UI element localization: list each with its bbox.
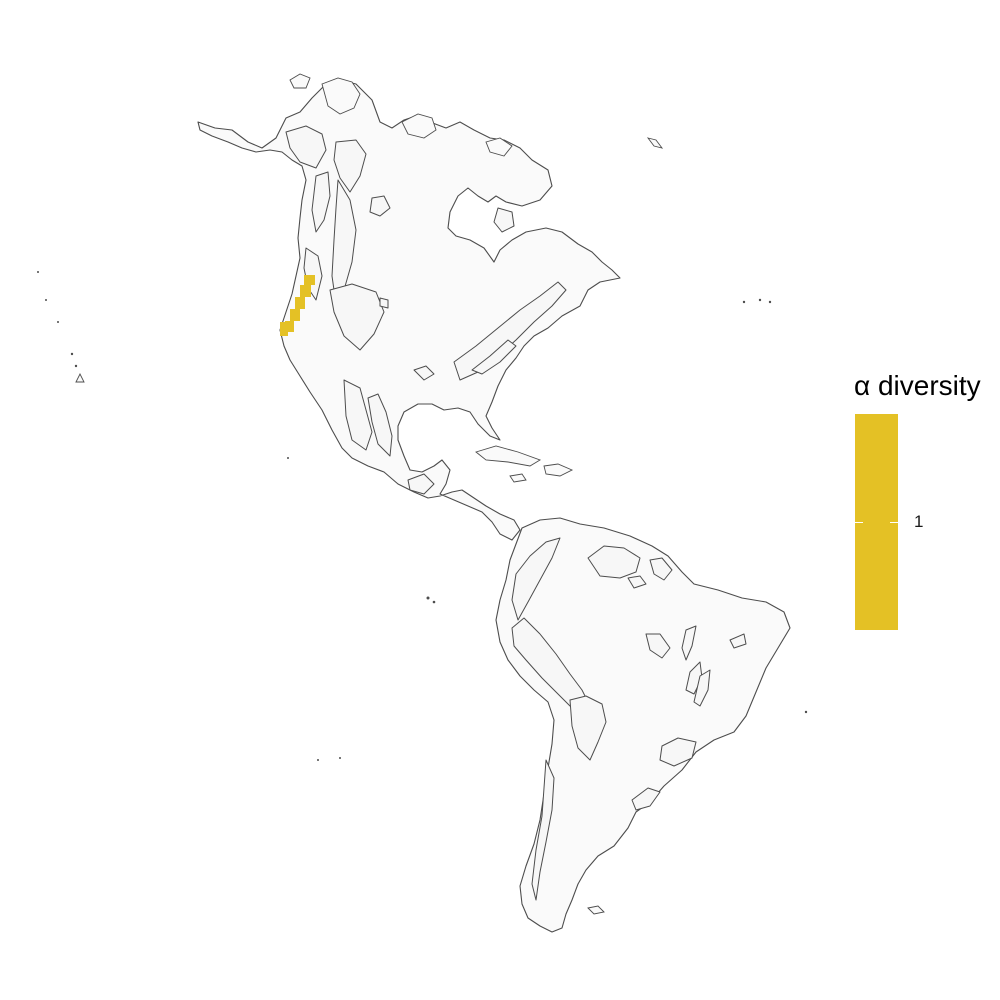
- legend-title: α diversity: [854, 370, 981, 401]
- occupied-cell: [280, 322, 288, 336]
- hawaii-island: [75, 372, 85, 383]
- region-outline: [493, 207, 515, 233]
- atlantic-islet: [768, 300, 772, 304]
- occupied-cell: [290, 309, 300, 321]
- region-outline: [471, 339, 517, 375]
- region-outline: [569, 695, 607, 761]
- caribbean-island: [509, 473, 527, 483]
- region-outline: [627, 575, 647, 589]
- galapagos-islet: [426, 596, 430, 600]
- caribbean-island: [475, 445, 542, 467]
- region-outline: [631, 787, 661, 811]
- region-outline: [729, 633, 747, 649]
- legend-tick: [855, 522, 863, 523]
- arctic-island: [646, 137, 664, 149]
- atlantic-islet: [758, 298, 762, 302]
- south-america-landmass: [495, 517, 791, 933]
- occupied-cells: [280, 275, 315, 336]
- region-outline: [587, 545, 641, 579]
- occupied-cell: [304, 275, 315, 285]
- region-outline: [511, 537, 561, 621]
- region-outline: [531, 759, 555, 901]
- occupied-cell: [300, 285, 311, 297]
- falkland-island: [587, 905, 605, 915]
- arctic-island: [485, 137, 513, 157]
- arctic-island: [321, 77, 361, 115]
- region-outline: [367, 393, 393, 457]
- atlantic-islet: [742, 300, 746, 304]
- region-outline: [413, 365, 435, 381]
- region-outline: [645, 633, 671, 659]
- pacific-islet: [317, 759, 319, 761]
- region-outline: [693, 669, 711, 707]
- occupied-cell: [295, 297, 305, 309]
- pacific-islet: [45, 299, 47, 301]
- pacific-islet: [70, 352, 74, 356]
- pacific-islet: [57, 321, 59, 323]
- pacific-islet: [339, 757, 341, 759]
- region-outline: [329, 283, 385, 351]
- region-outline: [379, 297, 389, 309]
- region-outline: [681, 625, 697, 661]
- region-outline: [659, 737, 697, 767]
- atlantic-islet: [804, 710, 808, 714]
- north-america-landmass: [197, 79, 621, 541]
- occupied-cell: [285, 321, 294, 332]
- color-legend: α diversity 1: [852, 368, 1000, 638]
- galapagos-islet: [432, 600, 436, 604]
- region-outline: [407, 473, 435, 495]
- region-outline: [311, 171, 331, 233]
- legend-tick: [890, 522, 898, 523]
- region-outline: [369, 195, 391, 217]
- region-outline: [649, 557, 673, 581]
- region-outline: [343, 379, 373, 451]
- region-outline: [333, 139, 367, 193]
- legend-tick-label: 1: [914, 512, 924, 531]
- pacific-islet: [287, 457, 289, 459]
- arctic-island: [289, 73, 311, 89]
- pacific-islet: [74, 364, 78, 368]
- arctic-island: [401, 113, 437, 139]
- caribbean-island: [543, 463, 574, 477]
- pacific-islet: [37, 271, 39, 273]
- region-outline: [285, 125, 327, 169]
